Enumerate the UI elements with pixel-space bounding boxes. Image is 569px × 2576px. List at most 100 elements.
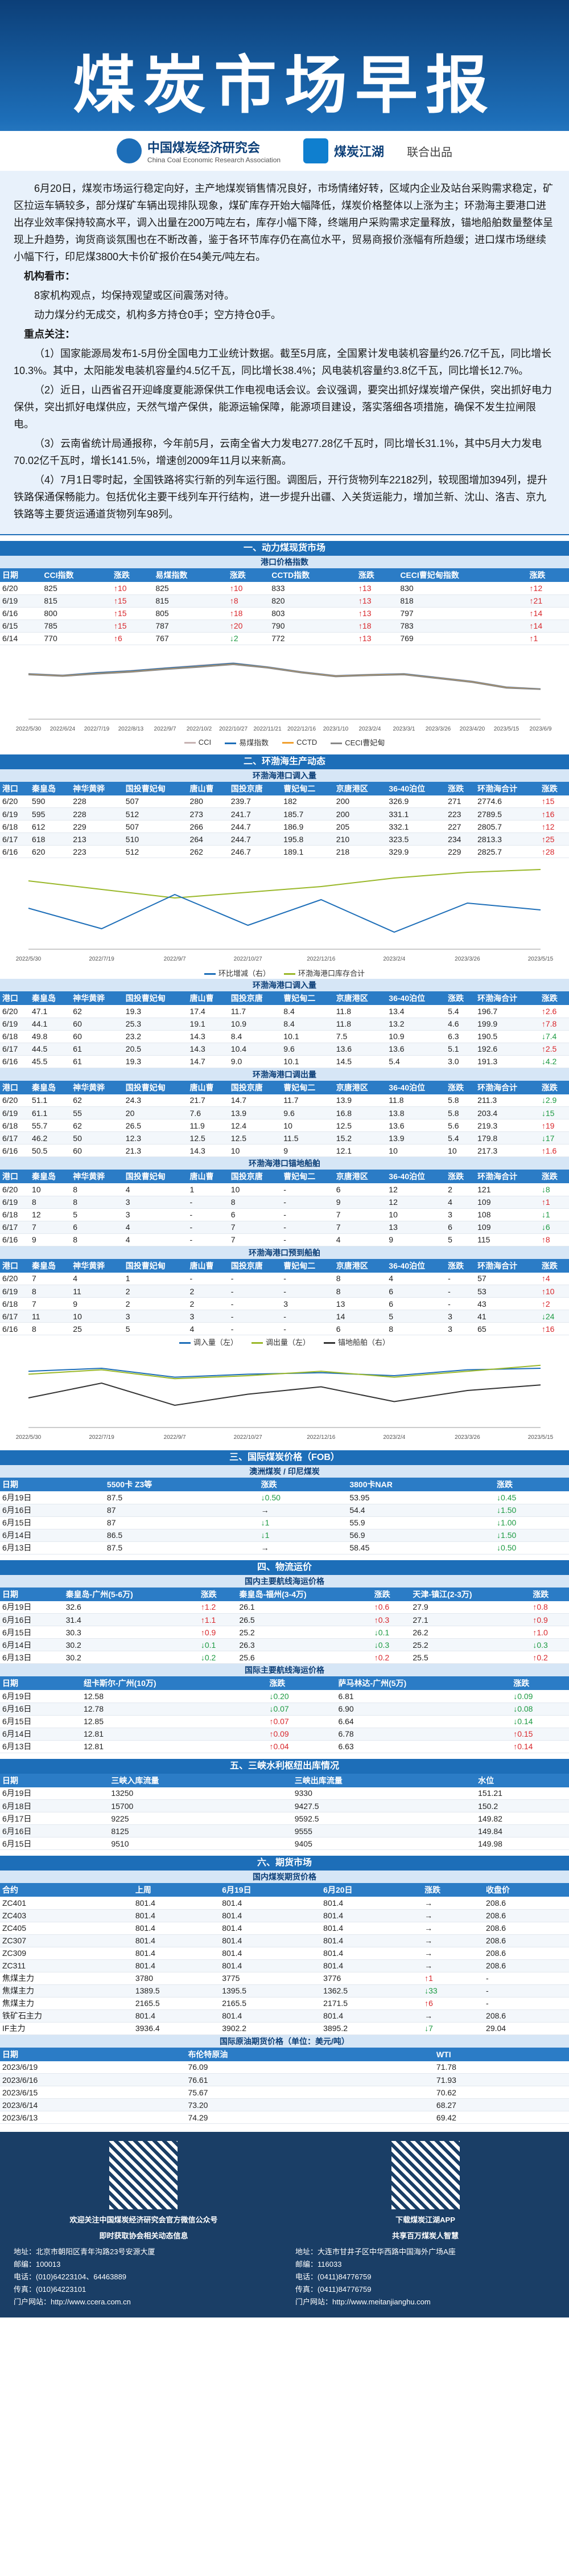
- table-cell: [333, 1516, 348, 1529]
- table-row: 6月19日 32.6 ↑1.2 26.1 ↑0.6 27.9 ↑0.8: [0, 1601, 569, 1614]
- port-index-table: 日期 CCI指数 涨跌 易煤指数 涨跌 CCTD指数 涨跌 CECI曹妃甸指数 涨跌 6/20 8…: [0, 568, 569, 645]
- table-cell: 86.5: [104, 1529, 259, 1542]
- series-line: [28, 663, 541, 690]
- table-cell: 30.2: [63, 1638, 199, 1651]
- table-cell: 6/16: [0, 607, 42, 620]
- table-row: 2023/6/15 75.67 70.62: [0, 2086, 569, 2099]
- sub-domestic-freight: 国内主要航线海运价格: [0, 1574, 569, 1588]
- qr-code-icon[interactable]: [109, 2141, 178, 2209]
- column-header: 三峡入库流量: [109, 1773, 278, 1787]
- table-cell: 6/18: [0, 1119, 30, 1132]
- table-cell: 783: [398, 620, 527, 633]
- table-cell: ↓0.2: [198, 1651, 237, 1664]
- table-cell: 10.1: [281, 1055, 334, 1068]
- table-cell: 801.4: [133, 1909, 220, 1922]
- table-cell: ↓0.50: [258, 1491, 333, 1504]
- table-cell: 801.4: [133, 1947, 220, 1960]
- legend-swatch: [204, 973, 216, 975]
- table-cell: →: [422, 1959, 484, 1972]
- table-cell: 182: [281, 795, 334, 808]
- table-cell: 25.6: [237, 1651, 372, 1664]
- table-cell: ↑2.6: [539, 1005, 569, 1018]
- table-cell: 6月18日: [0, 1799, 109, 1812]
- table-cell: 6月19日: [0, 1601, 64, 1614]
- port-inflow-table: 港口 秦皇岛 神华黄骅 国投曹妃甸 唐山曹 国投京唐 曹妃甸二 京唐港区 36-40泊位 涨跌 环渤…: [0, 991, 569, 1068]
- table-row: 6/19 44.1 60 25.3 19.1 10.9 8.4 11.8 13.2 4.6 199.…: [0, 1018, 569, 1031]
- page: 煤炭市场早报 中国煤炭经济研究会 China Coal Economic Rese…: [0, 0, 569, 2317]
- table-cell: -: [228, 1297, 282, 1310]
- x-tick-label: 2023/3/26: [455, 956, 480, 962]
- table-cell: ↓0.08: [511, 1703, 569, 1716]
- table-cell: ↑1: [527, 632, 569, 645]
- table-cell: 801.4: [321, 1959, 423, 1972]
- table-cell: 192.6: [475, 1043, 539, 1056]
- footer: 欢迎关注中国煤炭经济研究会官方微信公众号 即时获取协会相关动态信息 地址：北京市…: [0, 2132, 569, 2317]
- table-cell: 13.9: [228, 1106, 282, 1119]
- table-cell: 6: [333, 1322, 387, 1335]
- column-header: 秦皇岛-广州(5-6万): [63, 1587, 199, 1601]
- table-row: 6/19 815 ↑15 815 ↑8 820 ↑13 818 ↑21: [0, 594, 569, 608]
- x-tick-label: 2022/5/30: [16, 956, 42, 962]
- column-header: 日期: [0, 1676, 81, 1690]
- focus-item-3: （3）云南省统计局通报称，今年前5月，云南全省大力发电277.28亿千瓦时，同比…: [14, 438, 542, 466]
- table-cell: 25.3: [123, 1018, 188, 1031]
- table-cell: 6月13日: [0, 1740, 81, 1753]
- table-cell: ↑13: [356, 594, 398, 608]
- footer-line: 传真：(0411)84776759: [295, 2285, 372, 2294]
- table-cell: 6/19: [0, 807, 30, 821]
- series-line: [28, 662, 541, 690]
- table-cell: 5.6: [446, 1119, 476, 1132]
- table-cell: 815: [42, 594, 112, 608]
- table-cell: ↑0.07: [267, 1715, 325, 1728]
- table-cell: 10: [446, 1144, 476, 1157]
- x-tick-label: 2022/7/19: [84, 726, 110, 732]
- table-cell: [391, 2111, 413, 2124]
- table-cell: 10: [281, 1119, 334, 1132]
- table-cell: 115: [475, 1233, 539, 1246]
- table-cell: ↓0.1: [372, 1626, 411, 1639]
- table-cell: 3895.2: [321, 2022, 423, 2035]
- table-row: 6/18 55.7 62 26.5 11.9 12.4 10 12.5 13.6 5.6 219.3…: [0, 1119, 569, 1132]
- table-header-row: 日期 布伦特原油 WTI: [0, 2047, 569, 2061]
- table-cell: ↓24: [539, 1310, 569, 1323]
- table-cell: ↑10: [227, 582, 270, 595]
- table-cell: 149.98: [476, 1837, 569, 1850]
- table-cell: 21.7: [187, 1094, 229, 1107]
- table-cell: 507: [123, 795, 188, 808]
- table-cell: 223: [71, 845, 123, 858]
- table-cell: 208.6: [484, 1922, 569, 1935]
- legend-swatch: [331, 743, 343, 745]
- table-cell: ↑8: [227, 594, 270, 608]
- table-cell: 208.6: [484, 2009, 569, 2023]
- table-cell: 196.7: [475, 1005, 539, 1018]
- table-cell: 13.6: [386, 1119, 446, 1132]
- table-cell: 14.7: [228, 1094, 282, 1107]
- table-row: 6/17 46.2 50 12.3 12.5 12.5 11.5 15.2 13.9 5.4 179…: [0, 1131, 569, 1145]
- table-cell: [333, 1491, 348, 1504]
- table-cell: ↑0.15: [511, 1728, 569, 1741]
- table-cell: 211.3: [475, 1094, 539, 1107]
- table-cell: 6: [71, 1221, 123, 1234]
- column-header: 三峡出库流量: [292, 1773, 461, 1787]
- column-header: 涨跌: [446, 781, 476, 795]
- table-cell: 262: [187, 845, 229, 858]
- table-cell: IF主力: [0, 2022, 133, 2035]
- legend-swatch: [282, 742, 294, 744]
- column-header: 日期: [0, 2047, 186, 2061]
- table-cell: 13.6: [386, 1043, 446, 1056]
- table-cell: ↓33: [422, 1984, 484, 1997]
- table-row: 6/16 8 25 5 4- -6 8 3 65 ↑16: [0, 1322, 569, 1335]
- column-header: CECI曹妃甸指数: [398, 568, 527, 582]
- table-cell: 17.4: [187, 1005, 229, 1018]
- table-cell: 15.2: [333, 1131, 387, 1145]
- table-cell: 6/17: [0, 1131, 30, 1145]
- table-cell: 6/14: [0, 632, 42, 645]
- table-cell: 53.95: [347, 1491, 495, 1504]
- table-cell: 13.8: [386, 1106, 446, 1119]
- column-header: 唐山曹: [187, 781, 229, 795]
- table-row: 6月18日 15700 9427.5 150.2: [0, 1799, 569, 1812]
- domestic-futures-table: 合约 上周 6月19日 6月20日 涨跌 收盘价 ZC401 801.4 801.4 801.4…: [0, 1883, 569, 2035]
- table-cell: 2023/6/14: [0, 2098, 186, 2111]
- table-cell: 801.4: [321, 1947, 423, 1960]
- app-qr-code-icon[interactable]: [391, 2141, 460, 2209]
